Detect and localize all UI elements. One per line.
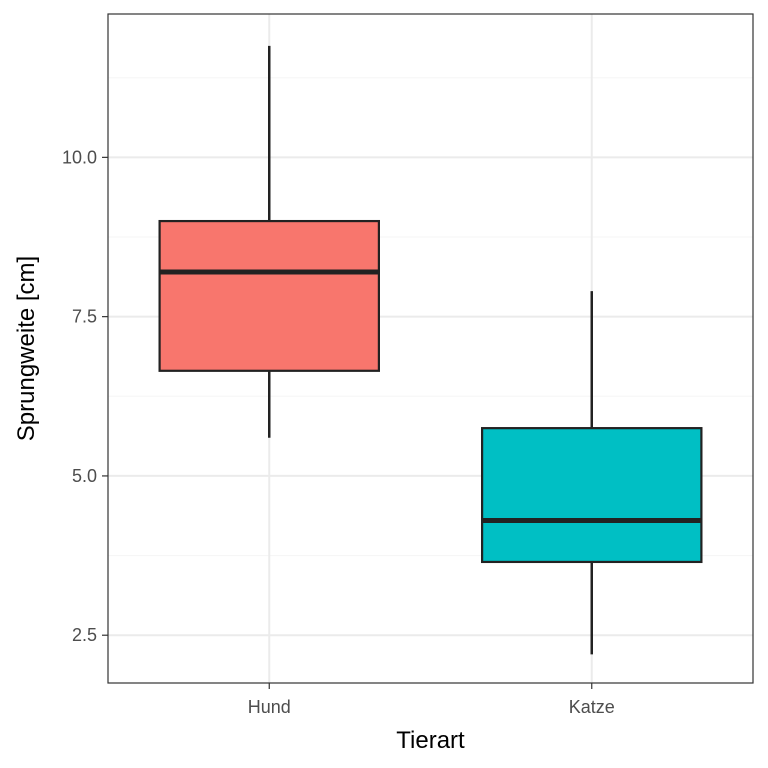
box-katze	[481, 291, 703, 655]
y-tick-label: 7.5	[72, 307, 97, 327]
x-axis-ticks: Hund Katze	[248, 683, 615, 717]
box-hund	[158, 45, 381, 438]
x-axis-title: Tierart	[396, 727, 465, 754]
y-tick-label: 10.0	[62, 147, 97, 167]
box-iqr	[158, 219, 381, 372]
y-tick-label: 2.5	[72, 625, 97, 645]
y-tick-label: 5.0	[72, 466, 97, 486]
boxes	[158, 45, 703, 655]
panel-border	[107, 13, 754, 684]
x-tick-label: Hund	[248, 697, 291, 717]
y-axis-title: Sprungweite [cm]	[13, 256, 40, 441]
box-iqr	[481, 427, 703, 564]
x-tick-label: Katze	[569, 697, 615, 717]
y-axis-ticks: 2.5 5.0 7.5 10.0	[62, 147, 108, 645]
